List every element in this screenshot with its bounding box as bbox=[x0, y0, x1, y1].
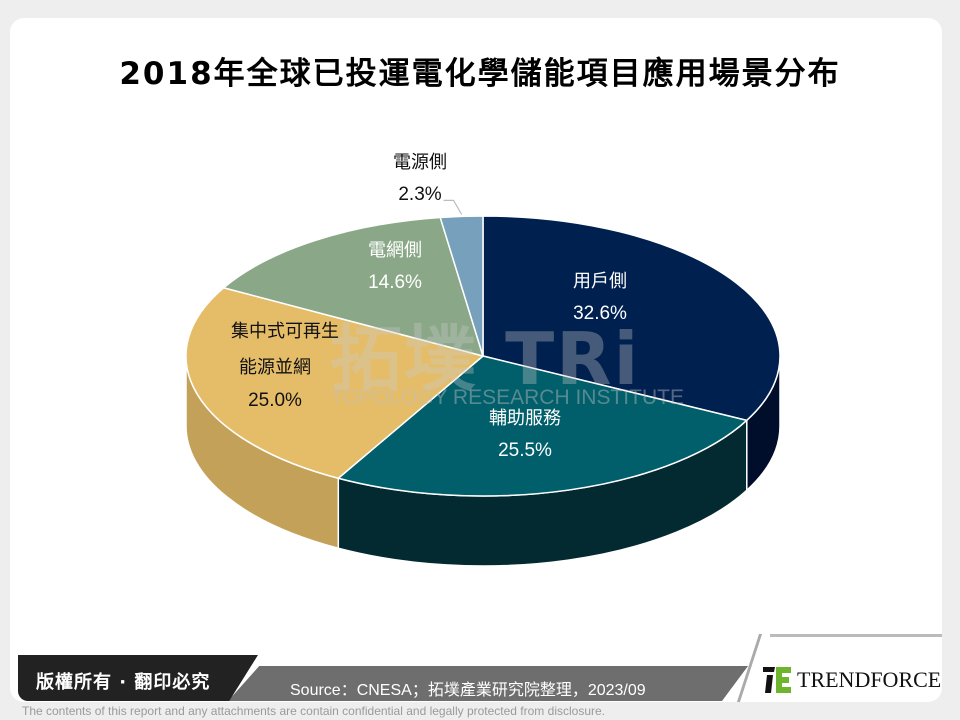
trendforce-logo: TRENDFORCE bbox=[763, 664, 941, 696]
label-percent: 25.0% bbox=[248, 390, 302, 411]
label-name: 電源側 bbox=[393, 152, 447, 173]
label-grid-side: 電網側 14.6% bbox=[340, 240, 450, 293]
label-ancillary-services: 輔助服務 25.5% bbox=[460, 408, 590, 461]
trendforce-wordmark: TRENDFORCE bbox=[797, 667, 942, 692]
label-percent: 25.5% bbox=[498, 440, 552, 461]
slice-generation-side bbox=[439, 215, 484, 357]
label-percent: 32.6% bbox=[573, 303, 627, 324]
slice-grid-side bbox=[222, 216, 485, 358]
label-renewable-grid: 集中式可再生 能源並網 25.0% bbox=[220, 321, 350, 411]
slice-user-side bbox=[482, 215, 781, 422]
label-generation-side: 電源側 2.3% bbox=[365, 152, 475, 205]
label-name: 輔助服務 bbox=[489, 408, 561, 429]
label-percent: 2.3% bbox=[398, 184, 442, 205]
slice-ancillary-services bbox=[336, 355, 749, 497]
slice-renewable-grid bbox=[185, 286, 485, 480]
label-percent: 14.6% bbox=[368, 272, 422, 293]
label-user-side: 用戶側 32.6% bbox=[545, 271, 655, 324]
disclaimer: The contents of this report and any atta… bbox=[22, 704, 605, 718]
label-name: 電網側 bbox=[368, 240, 422, 261]
label-name-line2: 能源並網 bbox=[239, 357, 311, 378]
logo-divider bbox=[770, 634, 942, 637]
label-name-line1: 集中式可再生 bbox=[231, 321, 339, 342]
label-name: 用戶側 bbox=[573, 271, 627, 292]
source-note: Source：CNESA；拓墣產業研究院整理，2023/09 bbox=[290, 682, 646, 699]
footer-copyright-band bbox=[18, 655, 258, 701]
leader-line bbox=[443, 199, 463, 215]
trendforce-logo-icon bbox=[763, 667, 791, 693]
chart-title: 2018年全球已投運電化學儲能項目應用場景分布 bbox=[119, 56, 841, 92]
copyright-notice: 版權所有 · 翻印必究 bbox=[36, 672, 211, 693]
footer-source-band bbox=[228, 666, 748, 701]
